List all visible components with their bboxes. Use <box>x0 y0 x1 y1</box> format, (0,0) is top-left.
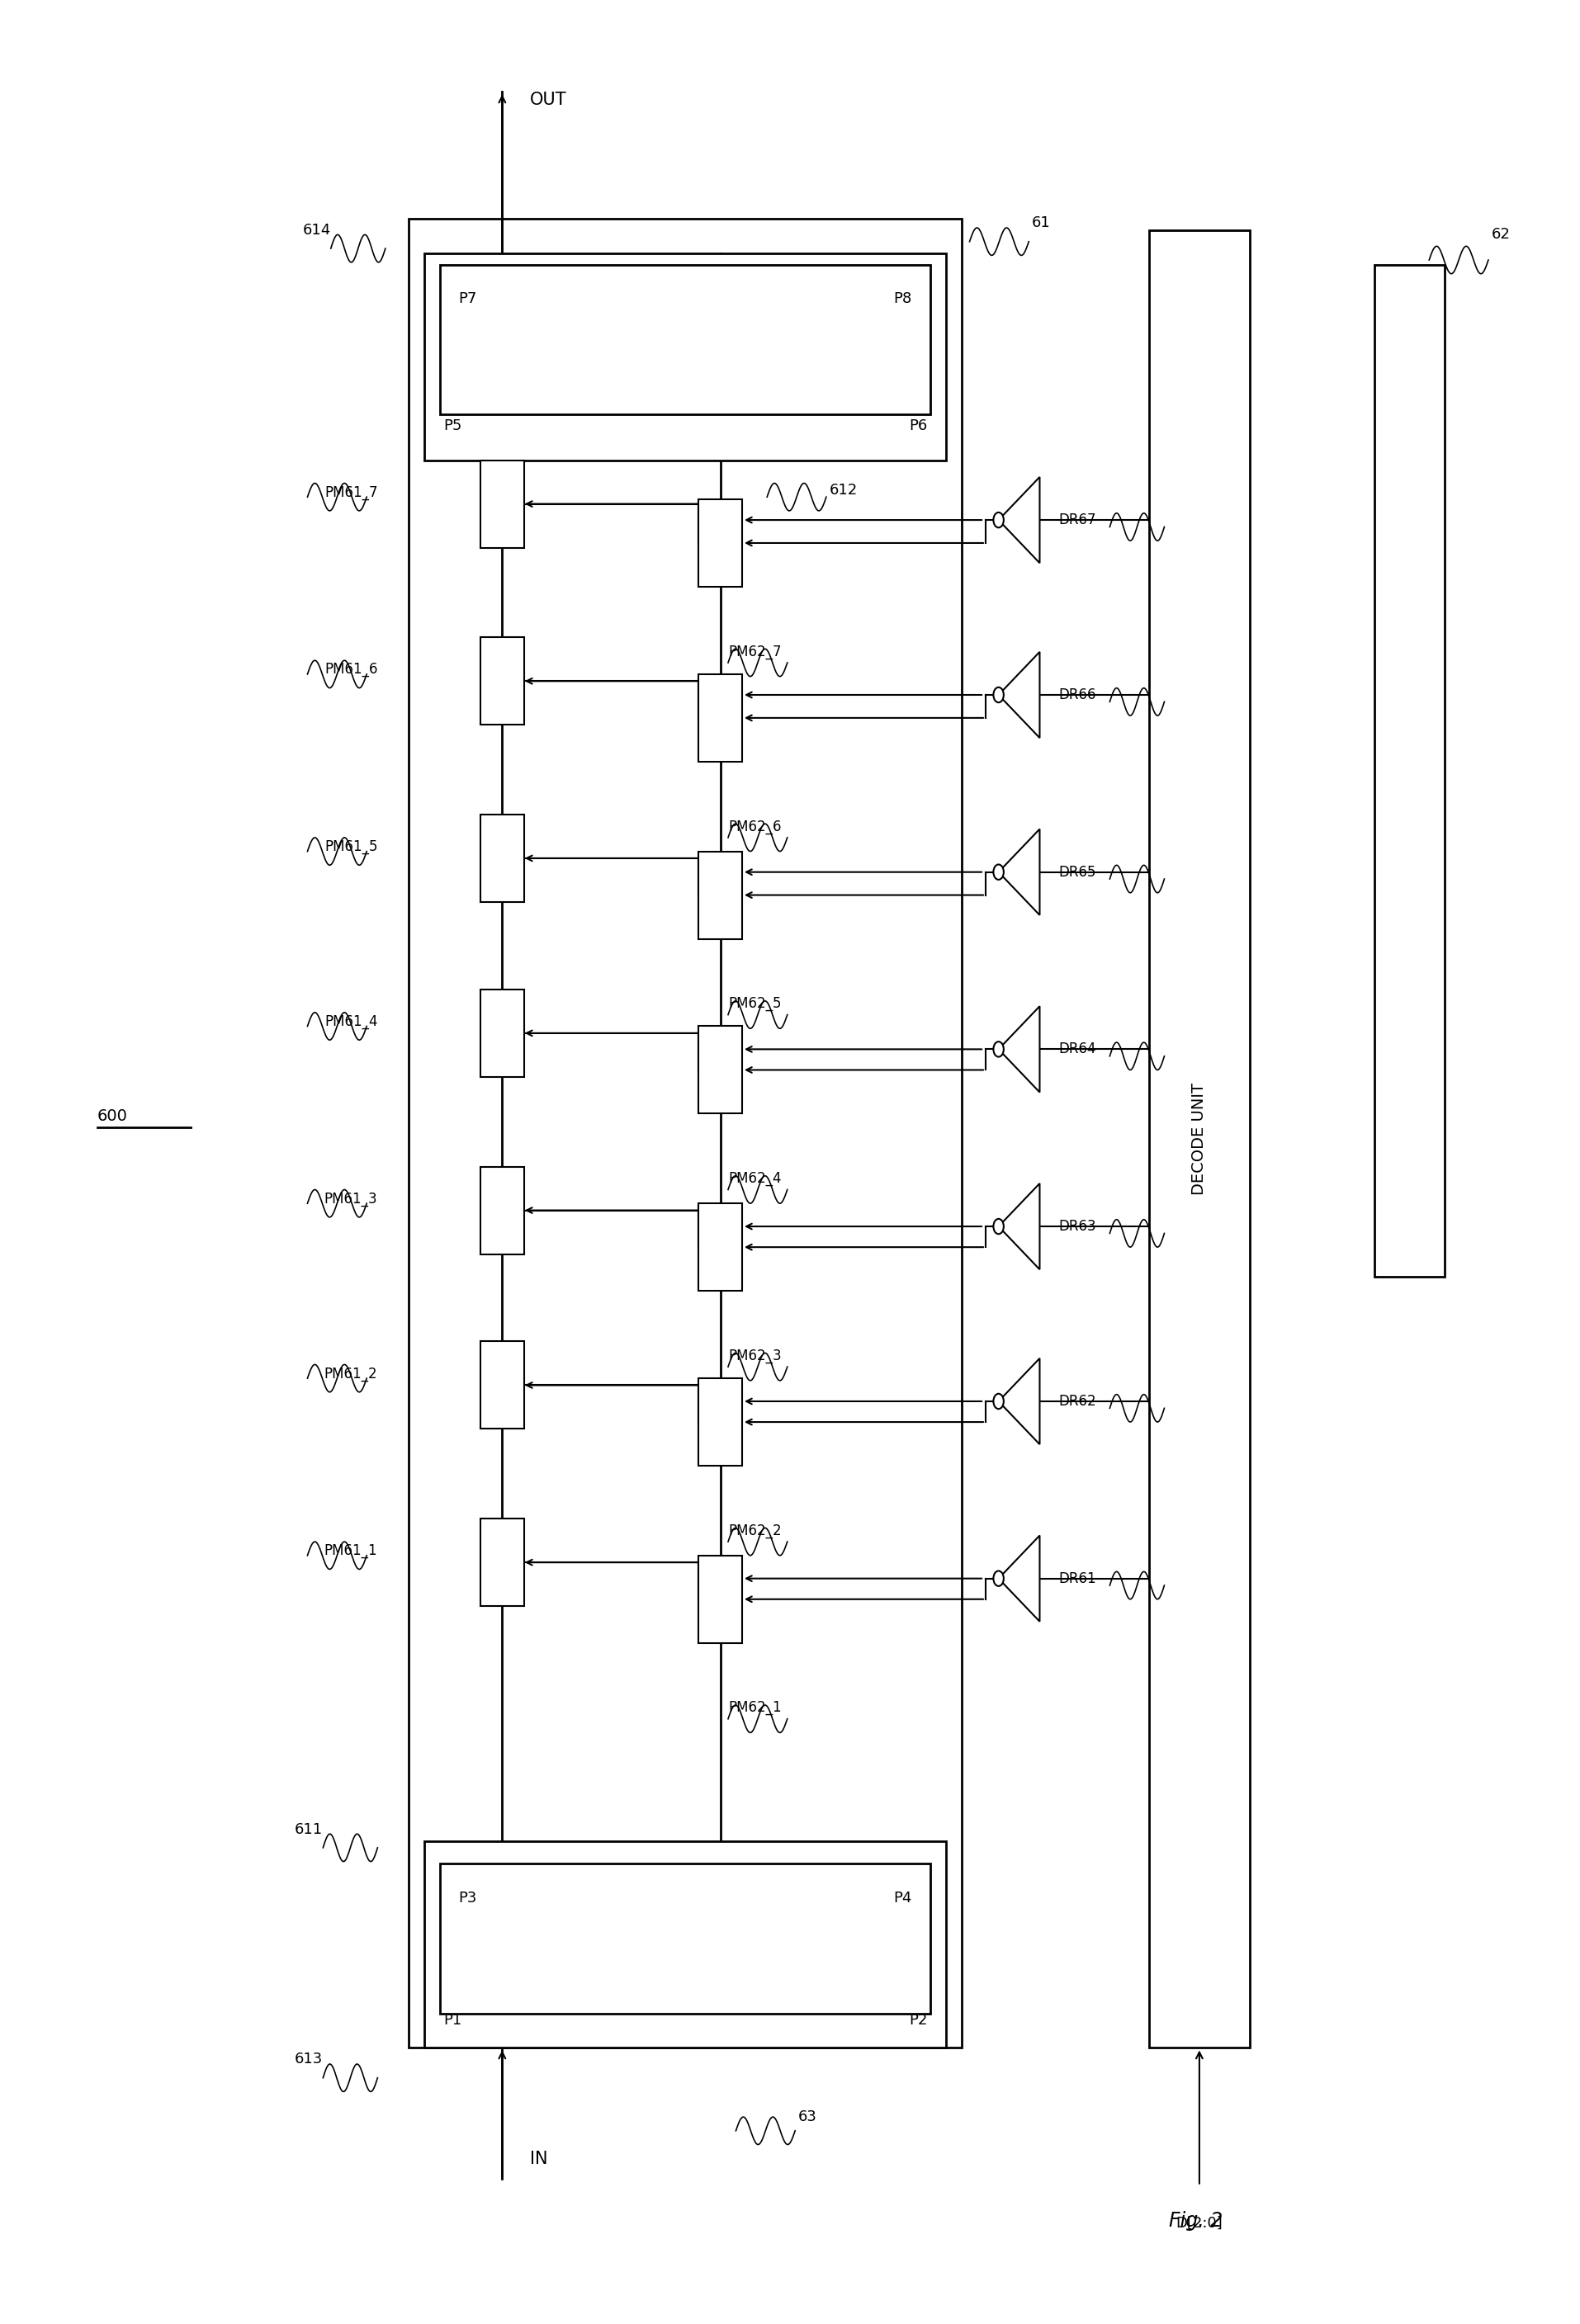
Text: 611: 611 <box>295 1822 322 1836</box>
Bar <box>698 851 741 939</box>
Bar <box>423 253 946 460</box>
Text: 62: 62 <box>1490 228 1509 242</box>
Bar <box>698 1204 741 1290</box>
Text: PM61_2: PM61_2 <box>324 1367 378 1380</box>
Bar <box>698 1555 741 1643</box>
Text: DR67: DR67 <box>1059 514 1095 528</box>
Text: P5: P5 <box>442 418 461 432</box>
Text: PM62_7: PM62_7 <box>728 644 781 660</box>
Polygon shape <box>999 1536 1040 1622</box>
Bar <box>480 1167 523 1255</box>
Polygon shape <box>999 1006 1040 1092</box>
Polygon shape <box>999 1183 1040 1269</box>
Text: PM62_6: PM62_6 <box>728 818 781 834</box>
Circle shape <box>992 1041 1003 1057</box>
Text: DECODE UNIT: DECODE UNIT <box>1191 1083 1207 1195</box>
Bar <box>698 674 741 762</box>
Text: 613: 613 <box>294 2052 322 2066</box>
Bar <box>480 637 523 725</box>
Text: PM62_2: PM62_2 <box>728 1522 781 1538</box>
Circle shape <box>992 1571 1003 1585</box>
Text: P7: P7 <box>458 293 477 307</box>
Text: D[2:0]: D[2:0] <box>1176 2215 1223 2231</box>
Circle shape <box>992 865 1003 881</box>
Circle shape <box>992 511 1003 528</box>
Bar <box>439 265 931 414</box>
Bar <box>439 1864 931 2013</box>
Bar <box>480 990 523 1076</box>
Bar <box>409 218 961 2047</box>
Polygon shape <box>999 1357 1040 1443</box>
Text: P3: P3 <box>458 1892 477 1906</box>
Text: P6: P6 <box>908 418 927 432</box>
Text: 63: 63 <box>798 2110 817 2124</box>
Bar <box>423 1841 946 2047</box>
Bar <box>698 1378 741 1466</box>
Circle shape <box>992 1218 1003 1234</box>
Text: PM61_6: PM61_6 <box>324 662 378 676</box>
Bar <box>698 500 741 586</box>
Text: PM61_7: PM61_7 <box>324 486 378 500</box>
Text: P4: P4 <box>893 1892 912 1906</box>
Bar <box>1149 230 1250 2047</box>
Text: PM61_5: PM61_5 <box>324 839 378 855</box>
Bar <box>480 1518 523 1606</box>
Circle shape <box>992 688 1003 702</box>
Text: OUT: OUT <box>529 93 567 109</box>
Text: DR64: DR64 <box>1059 1041 1095 1057</box>
Text: DR65: DR65 <box>1059 865 1095 878</box>
Text: PM62_1: PM62_1 <box>728 1701 781 1715</box>
Text: DR63: DR63 <box>1059 1220 1095 1234</box>
Text: 612: 612 <box>830 483 858 497</box>
Text: DR62: DR62 <box>1059 1394 1095 1408</box>
Bar <box>480 1341 523 1429</box>
Text: P1: P1 <box>442 2013 461 2029</box>
Bar <box>698 1027 741 1113</box>
Text: PM61_4: PM61_4 <box>324 1013 378 1030</box>
Text: Fig. 2: Fig. 2 <box>1168 2210 1221 2231</box>
Bar <box>480 460 523 548</box>
Text: P8: P8 <box>893 293 912 307</box>
Text: PM61_1: PM61_1 <box>324 1543 378 1559</box>
Text: PM62_4: PM62_4 <box>728 1171 781 1185</box>
Polygon shape <box>999 651 1040 739</box>
Text: IN: IN <box>529 2152 548 2168</box>
Text: 61: 61 <box>1032 216 1051 230</box>
Text: 614: 614 <box>302 223 330 237</box>
Bar <box>1375 265 1444 1278</box>
Text: PM62_5: PM62_5 <box>728 997 781 1011</box>
Polygon shape <box>999 830 1040 916</box>
Bar <box>480 813 523 902</box>
Polygon shape <box>999 476 1040 562</box>
Circle shape <box>992 1394 1003 1408</box>
Text: P2: P2 <box>908 2013 927 2029</box>
Text: PM61_3: PM61_3 <box>324 1192 378 1206</box>
Text: 600: 600 <box>96 1109 128 1125</box>
Text: DR61: DR61 <box>1059 1571 1095 1585</box>
Text: DR66: DR66 <box>1059 688 1095 702</box>
Text: PM62_3: PM62_3 <box>728 1348 781 1364</box>
